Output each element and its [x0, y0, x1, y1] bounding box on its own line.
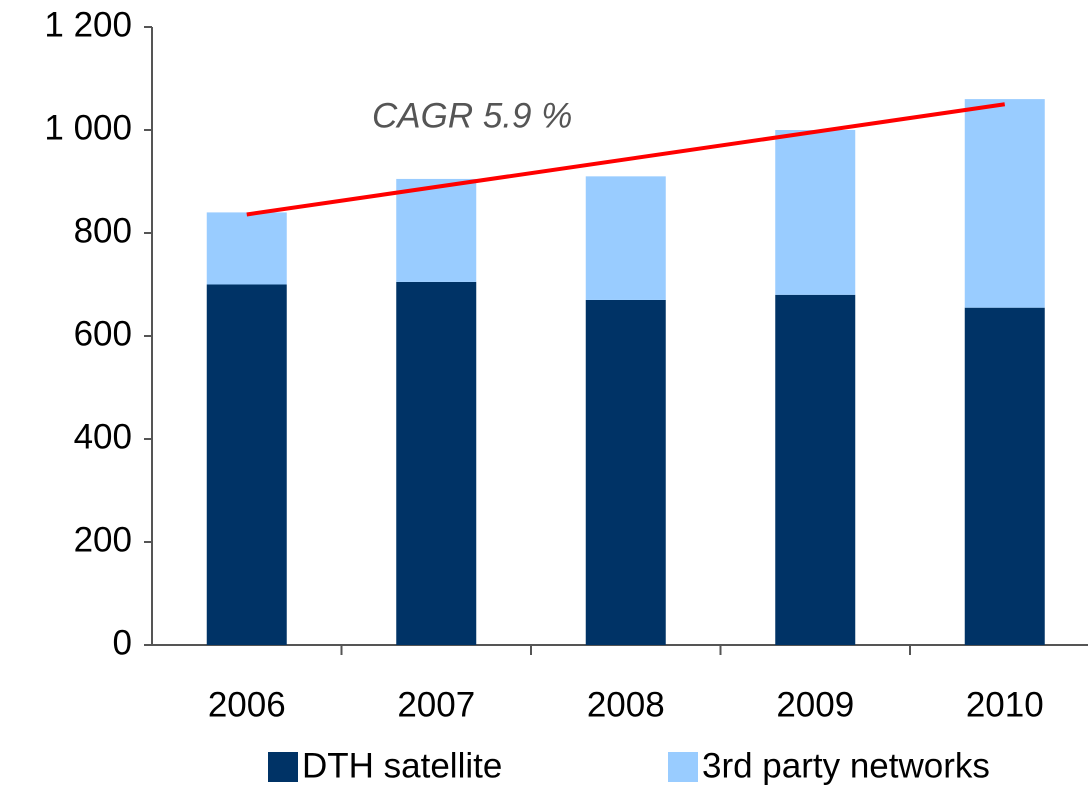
y-tick-label: 1 200 — [44, 5, 132, 44]
bar — [206, 212, 287, 285]
bar — [206, 284, 287, 645]
y-tick-label: 1 000 — [44, 108, 132, 147]
bar — [396, 178, 477, 282]
y-tick-label: 800 — [74, 211, 132, 250]
legend-label: 3rd party networks — [702, 746, 990, 785]
bar — [775, 130, 856, 295]
bar — [585, 176, 666, 300]
y-tick-label: 600 — [74, 314, 132, 353]
bar — [775, 294, 856, 645]
legend-label: DTH satellite — [302, 746, 502, 785]
x-tick-label: 2008 — [587, 685, 665, 724]
x-tick-label: 2006 — [208, 685, 286, 724]
x-tick-label: 2010 — [966, 685, 1044, 724]
x-tick-label: 2009 — [776, 685, 854, 724]
legend-swatch — [668, 752, 698, 782]
bar — [964, 307, 1045, 645]
y-tick-label: 400 — [74, 417, 132, 456]
bar — [396, 281, 477, 645]
x-tick-label: 2007 — [397, 685, 475, 724]
annotation: CAGR 5.9 % — [372, 96, 572, 135]
y-tick-label: 0 — [113, 623, 132, 662]
trend-line — [246, 102, 1006, 217]
bar — [585, 299, 666, 645]
bar — [964, 99, 1045, 308]
legend-swatch — [268, 752, 298, 782]
y-tick-label: 200 — [74, 520, 132, 559]
